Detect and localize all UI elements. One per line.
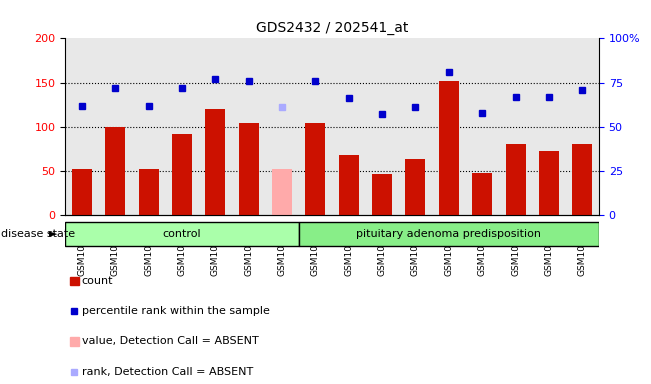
Text: percentile rank within the sample: percentile rank within the sample xyxy=(82,306,270,316)
Title: GDS2432 / 202541_at: GDS2432 / 202541_at xyxy=(256,21,408,35)
Text: control: control xyxy=(163,229,201,239)
Bar xyxy=(339,155,359,215)
Bar xyxy=(72,169,92,215)
Bar xyxy=(238,123,258,215)
Text: value, Detection Call = ABSENT: value, Detection Call = ABSENT xyxy=(82,336,258,346)
Bar xyxy=(472,173,492,215)
Bar xyxy=(70,276,79,285)
Bar xyxy=(105,127,125,215)
Text: disease state: disease state xyxy=(1,229,75,239)
Text: pituitary adenoma predisposition: pituitary adenoma predisposition xyxy=(356,229,541,239)
Text: count: count xyxy=(82,276,113,286)
Bar xyxy=(372,174,392,215)
Bar xyxy=(70,337,79,346)
Bar xyxy=(65,222,299,247)
Bar xyxy=(299,222,599,247)
Bar xyxy=(505,144,525,215)
Text: ►: ► xyxy=(49,229,58,239)
Bar xyxy=(539,151,559,215)
Bar xyxy=(272,169,292,215)
Bar xyxy=(572,144,592,215)
Bar xyxy=(439,81,459,215)
Bar xyxy=(205,109,225,215)
Bar xyxy=(172,134,192,215)
Bar xyxy=(305,123,326,215)
Text: rank, Detection Call = ABSENT: rank, Detection Call = ABSENT xyxy=(82,367,253,377)
Bar xyxy=(139,169,159,215)
Bar xyxy=(406,159,425,215)
